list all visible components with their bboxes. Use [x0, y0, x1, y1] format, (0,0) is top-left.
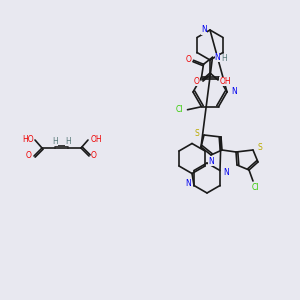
Text: O: O — [186, 55, 191, 64]
Text: H: H — [222, 54, 227, 63]
Text: O: O — [194, 76, 200, 85]
Text: N: N — [208, 157, 214, 166]
Text: N: N — [223, 168, 229, 177]
Text: S: S — [195, 128, 200, 137]
Text: Cl: Cl — [251, 182, 259, 191]
Text: Cl: Cl — [176, 105, 183, 114]
Text: H: H — [52, 136, 58, 146]
Text: H: H — [65, 136, 71, 146]
Text: N: N — [185, 179, 191, 188]
Text: OH: OH — [219, 76, 231, 85]
Text: OH: OH — [90, 134, 102, 143]
Text: HO: HO — [22, 134, 34, 143]
Text: O: O — [91, 151, 97, 160]
Text: O: O — [26, 151, 32, 160]
Text: S: S — [258, 143, 262, 152]
Text: N: N — [214, 53, 220, 62]
Text: N: N — [201, 26, 207, 34]
Text: N: N — [231, 88, 237, 97]
